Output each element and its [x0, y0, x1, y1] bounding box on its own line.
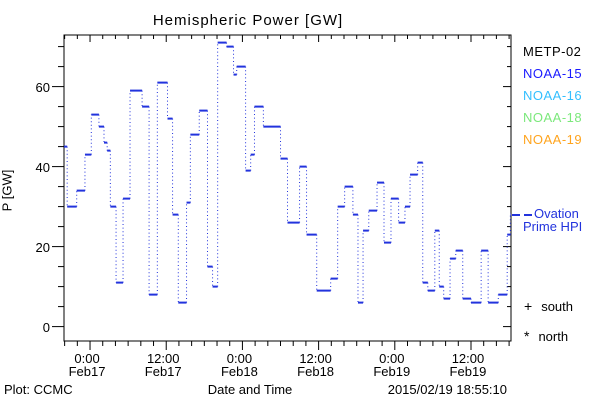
ovation-legend-dash-icon [512, 214, 520, 216]
ovation-legend-dash-icon [524, 214, 532, 216]
north-marker-label: north [538, 328, 569, 344]
x-tick-date-label: Feb18 [220, 364, 258, 379]
y-tick-label: 0 [42, 319, 50, 335]
legend-south-marker: + south [524, 298, 573, 314]
x-tick-time-label: 0:00 [74, 351, 100, 366]
y-tick-label: 20 [35, 239, 50, 255]
legend-satellite-noaa-18: NOAA-18 [523, 110, 583, 125]
x-tick-date-label: Feb17 [144, 364, 182, 379]
legend-satellite-noaa-19: NOAA-19 [523, 132, 583, 147]
legend-satellite-noaa-15: NOAA-15 [523, 66, 583, 81]
x-axis-label: Date and Time [207, 382, 293, 397]
ovation-legend-label-line2: Prime HPI [523, 219, 583, 234]
legend-satellite-metp-02: METP-02 [523, 44, 582, 59]
legend-north-marker: * north [524, 328, 568, 344]
x-tick-date-label: Feb18 [297, 364, 335, 379]
x-tick-time-label: 12:00 [299, 351, 332, 366]
page-title: Hemispheric Power [GW] [152, 12, 344, 29]
south-marker-label: south [541, 298, 573, 314]
legend-satellite-noaa-16: NOAA-16 [523, 88, 583, 103]
x-tick-date-label: Feb19 [449, 364, 487, 379]
plot-border [63, 34, 512, 342]
y-axis-label: P [GW] [0, 169, 15, 212]
asterisk-marker-icon: * [524, 328, 530, 344]
x-tick-date-label: Feb17 [68, 364, 106, 379]
ovation-legend-label-line1: Ovation [534, 206, 579, 221]
x-tick-time-label: 0:00 [226, 351, 253, 366]
x-tick-time-label: 12:00 [451, 351, 485, 366]
plot-source-label: Plot: CCMC [4, 382, 73, 397]
y-tick-label: 40 [35, 159, 50, 175]
y-tick-label: 60 [35, 79, 50, 95]
x-tick-date-label: Feb19 [373, 364, 411, 379]
plot-timestamp: 2015/02/19 18:55:10 [387, 382, 507, 397]
plus-marker-icon: + [524, 298, 533, 314]
x-tick-time-label: 12:00 [146, 351, 180, 366]
x-tick-time-label: 0:00 [379, 351, 405, 366]
